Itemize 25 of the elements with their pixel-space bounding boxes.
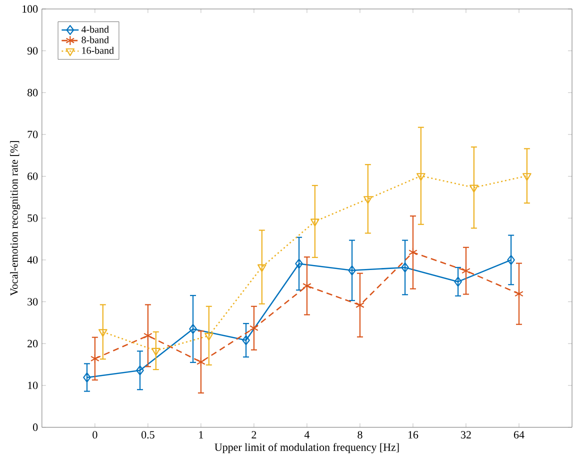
y-tick-label: 80 (28, 88, 38, 96)
y-tick-label: 90 (27, 47, 38, 54)
x-tick-label: 16 (408, 431, 418, 438)
y-tick-label: 10 (28, 382, 38, 390)
legend-label: 8-band (82, 36, 109, 44)
x-axis-title: Upper limit of modulation frequency [Hz] (214, 443, 399, 454)
y-tick-label: 70 (28, 130, 38, 138)
y-tick-label: 30 (28, 298, 38, 306)
legend-label: 4-band (81, 26, 109, 33)
y-tick-label: 100 (22, 5, 38, 13)
x-tick-label: 64 (514, 431, 524, 438)
x-tick-label: 0 (92, 431, 98, 438)
y-tick-label: 0 (33, 423, 38, 431)
y-tick-label: 40 (27, 256, 38, 264)
x-tick-label: 0.5 (142, 431, 154, 438)
x-tick-label: 4 (304, 431, 310, 438)
x-tick-label: 1 (199, 431, 204, 438)
y-tick-label: 60 (28, 172, 38, 180)
y-tick-label: 50 (28, 214, 38, 222)
x-tick-label: 2 (252, 431, 256, 438)
legend-label: 16-band (82, 46, 114, 54)
x-tick-label: 8 (358, 431, 362, 438)
y-axis-title: Vocal-emotion recognition rate [%] (10, 141, 20, 296)
y-tick-label: 20 (28, 340, 38, 348)
x-tick-label: 32 (461, 431, 471, 438)
